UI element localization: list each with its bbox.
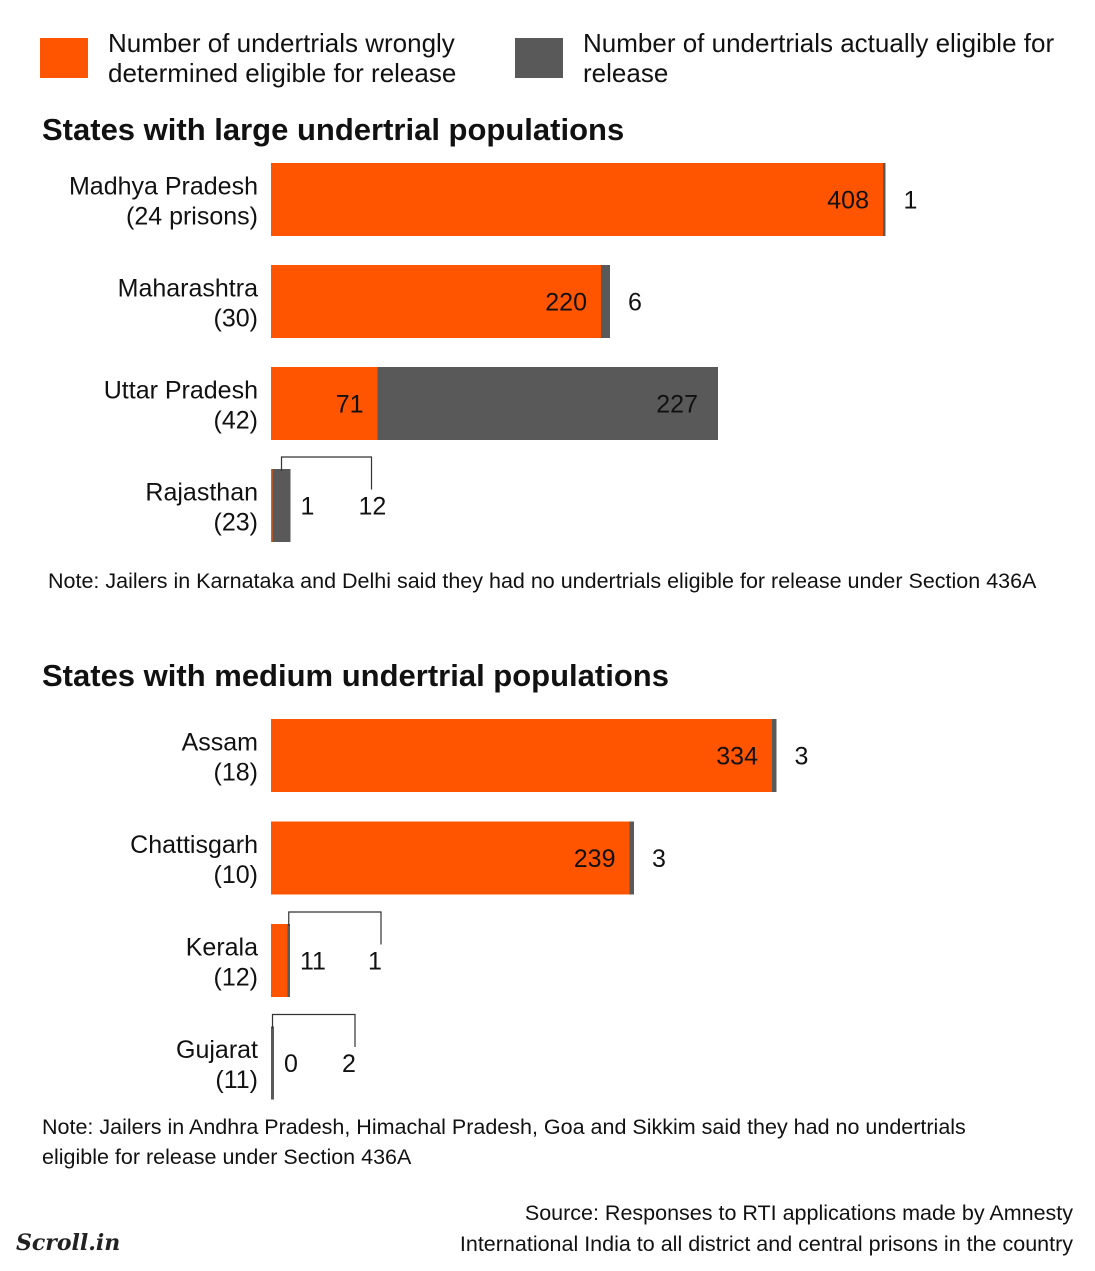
source-line-2: International India to all district and … xyxy=(459,1232,1073,1256)
value-wrongly-eligible-kerala: 11 xyxy=(300,948,326,976)
category-sublabel-kerala: (12) xyxy=(214,964,258,992)
category-sublabel-gujarat: (11) xyxy=(215,1066,258,1094)
legend: Number of undertrials wrongly determined… xyxy=(40,28,1080,98)
value-wrongly-eligible-rajasthan: 1 xyxy=(301,493,315,521)
value-actually-eligible-assam: 3 xyxy=(795,743,809,771)
value-actually-eligible-rajasthan: 12 xyxy=(359,493,387,521)
value-actually-eligible-maharashtra: 6 xyxy=(628,289,642,317)
category-label-madhya-pradesh: Madhya Pradesh xyxy=(69,173,258,201)
leader-line-kerala xyxy=(288,911,382,945)
value-actually-eligible-chattisgarh: 3 xyxy=(652,845,666,873)
legend-label-actually-eligible: Number of undertrials actually eligible … xyxy=(583,28,1055,88)
category-sublabel-maharashtra: (30) xyxy=(214,305,258,333)
bar-actually-eligible-gujarat xyxy=(271,1026,274,1100)
chart-title-medium: States with medium undertrial population… xyxy=(42,658,669,693)
bar-actually-eligible-maharashtra xyxy=(601,265,610,338)
leader-line-gujarat xyxy=(271,1013,356,1047)
legend-swatch-orange xyxy=(40,38,88,78)
value-actually-eligible-kerala: 1 xyxy=(368,948,382,976)
bar-wrongly-eligible-rajasthan xyxy=(271,469,273,542)
bar-actually-eligible-uttar-pradesh xyxy=(377,367,718,440)
category-label-maharashtra: Maharashtra xyxy=(118,275,258,303)
category-sublabel-chattisgarh: (10) xyxy=(214,861,258,889)
bar-wrongly-eligible-chattisgarh xyxy=(271,821,630,895)
source-line-1: Source: Responses to RTI applications ma… xyxy=(524,1201,1073,1225)
value-wrongly-eligible-madhya-pradesh: 408 xyxy=(827,187,869,215)
value-wrongly-eligible-uttar-pradesh: 71 xyxy=(336,391,364,419)
value-actually-eligible-uttar-pradesh: 227 xyxy=(656,391,698,419)
source-note: Source: Responses to RTI applications ma… xyxy=(313,1198,1073,1260)
bar-wrongly-eligible-kerala xyxy=(271,924,288,997)
value-actually-eligible-madhya-pradesh: 1 xyxy=(904,187,918,215)
note-medium: Note: Jailers in Andhra Pradesh, Himacha… xyxy=(42,1115,966,1169)
scroll-logo: Scroll.in xyxy=(16,1230,121,1256)
category-label-assam: Assam xyxy=(182,729,258,757)
category-sublabel-uttar-pradesh: (42) xyxy=(214,407,258,435)
category-sublabel-assam: (18) xyxy=(214,759,258,787)
category-sublabel-madhya-pradesh: (24 prisons) xyxy=(126,203,258,231)
legend-swatch-gray xyxy=(515,38,563,78)
bar-wrongly-eligible-assam xyxy=(271,719,772,792)
category-label-kerala: Kerala xyxy=(186,934,258,962)
note-large: Note: Jailers in Karnataka and Delhi sai… xyxy=(48,569,1037,593)
category-label-uttar-pradesh: Uttar Pradesh xyxy=(104,377,258,405)
leader-line-rajasthan xyxy=(280,456,373,490)
chart-large-populations: Madhya Pradesh(24 prisons) 408 1 Maharashtr… xyxy=(69,163,918,542)
value-actually-eligible-gujarat: 2 xyxy=(342,1050,356,1078)
value-wrongly-eligible-chattisgarh: 239 xyxy=(574,845,616,873)
value-wrongly-eligible-maharashtra: 220 xyxy=(545,289,587,317)
bar-actually-eligible-madhya-pradesh xyxy=(883,163,886,236)
bar-actually-eligible-rajasthan xyxy=(272,469,291,542)
bar-wrongly-eligible-uttar-pradesh xyxy=(271,367,378,440)
bar-wrongly-eligible-maharashtra xyxy=(271,265,601,338)
value-wrongly-eligible-assam: 334 xyxy=(716,743,758,771)
category-label-gujarat: Gujarat xyxy=(176,1036,258,1064)
bar-wrongly-eligible-madhya-pradesh xyxy=(271,163,883,236)
bar-actually-eligible-kerala xyxy=(287,924,290,997)
category-label-rajasthan: Rajasthan xyxy=(145,479,258,507)
bar-actually-eligible-chattisgarh xyxy=(629,821,634,895)
bar-actually-eligible-assam xyxy=(772,719,777,792)
category-sublabel-rajasthan: (23) xyxy=(214,509,258,537)
category-label-chattisgarh: Chattisgarh xyxy=(130,831,258,859)
chart-title-large: States with large undertrial populations xyxy=(42,112,625,147)
value-wrongly-eligible-gujarat: 0 xyxy=(284,1050,298,1078)
legend-label-wrongly-eligible: Number of undertrials wrongly determined… xyxy=(108,28,457,88)
